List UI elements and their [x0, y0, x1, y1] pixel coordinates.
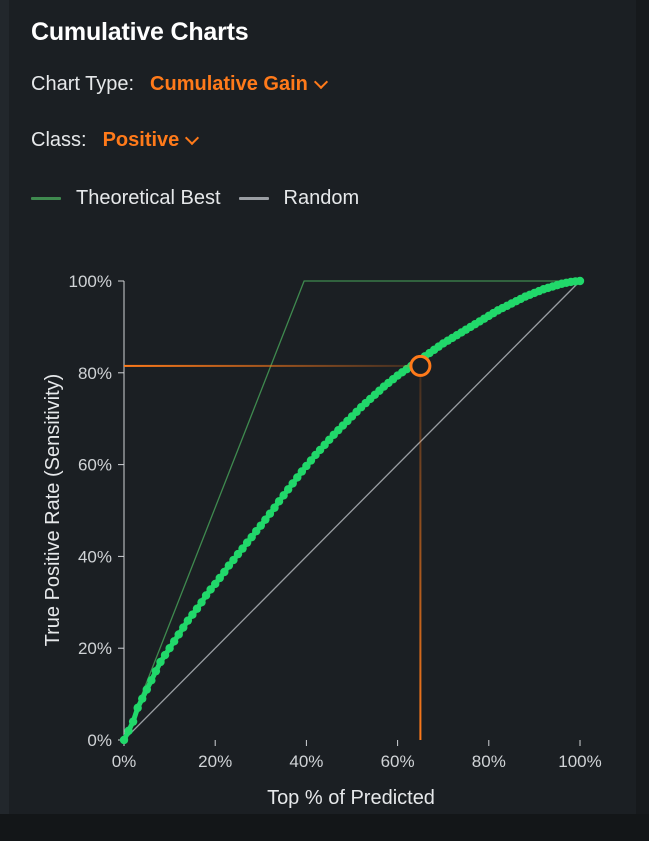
x-tick-label: 0%: [112, 752, 137, 771]
curve-point: [283, 485, 293, 494]
curve-point: [247, 532, 256, 542]
curve-point: [201, 591, 211, 600]
chart-legend: Theoretical Best Random: [31, 187, 377, 210]
curve-point: [174, 630, 183, 639]
marker-horizontal-line: [124, 364, 421, 367]
class-row: Class: Positive: [31, 129, 200, 152]
curve-point: [128, 717, 138, 726]
curve-point: [238, 544, 247, 553]
curve-point: [183, 616, 193, 625]
cumulative-charts-panel: [9, 0, 636, 814]
x-tick-label: 60%: [381, 752, 415, 771]
legend-item-random[interactable]: Random: [238, 187, 360, 210]
curve-point: [220, 567, 229, 577]
curve-point: [265, 509, 275, 518]
chart-marker[interactable]: [124, 354, 432, 740]
random-line: [123, 280, 581, 741]
theoretical-best-line: [123, 280, 580, 741]
panel-right-border: [636, 0, 649, 814]
chart-type-row: Chart Type: Cumulative Gain: [31, 73, 328, 96]
y-tick-label: 20%: [78, 639, 112, 658]
curve-point: [261, 515, 270, 524]
y-axis-label: True Positive Rate (Sensitivity): [42, 374, 64, 647]
class-label: Class:: [31, 129, 87, 151]
curve-point: [169, 637, 179, 646]
legend-label: Random: [283, 187, 360, 209]
panel-title: Cumulative Charts: [31, 18, 249, 46]
class-dropdown[interactable]: Positive: [102, 129, 200, 152]
y-tick-label: 80%: [78, 364, 112, 383]
bottom-bar: [0, 814, 649, 841]
y-tick-label: 0%: [87, 731, 112, 750]
curve-point: [133, 703, 142, 713]
x-tick-label: 20%: [198, 752, 232, 771]
curve-point: [302, 461, 311, 471]
curve-point: [288, 479, 297, 488]
curve-point: [124, 726, 133, 736]
curve-point: [211, 579, 220, 589]
curve-point: [156, 657, 165, 667]
x-axis-label: Top % of Predicted: [267, 787, 435, 809]
curve-point: [188, 610, 197, 619]
curve-point: [165, 644, 174, 653]
curve-point: [138, 694, 147, 703]
curve-point: [279, 491, 288, 500]
curve-point: [297, 467, 307, 476]
curve-point: [192, 604, 202, 613]
chart-axes: 0% 20% 40% 60% 80% 100% 0% 20% 40% 60% 80% 100%: [69, 272, 602, 771]
legend-swatch-icon: [31, 197, 61, 200]
class-value: Positive: [102, 129, 180, 151]
curve-point: [142, 685, 151, 694]
curve-point: [206, 585, 215, 594]
curve-point: [274, 497, 284, 506]
curve-point: [160, 650, 170, 660]
x-tick-label: 80%: [472, 752, 506, 771]
y-tick-label: 100%: [69, 272, 112, 291]
curve-point: [147, 676, 156, 685]
curve-point: [293, 473, 302, 482]
marker-vertical-line: [419, 365, 422, 740]
chart-type-label: Chart Type:: [31, 73, 135, 95]
curve-point: [215, 573, 224, 583]
legend-label: Theoretical Best: [76, 187, 221, 209]
legend-swatch-icon: [238, 197, 269, 200]
legend-item-theoretical-best[interactable]: Theoretical Best: [31, 187, 221, 210]
curve-point: [229, 555, 238, 565]
curve-point: [179, 623, 188, 632]
curve-point: [151, 666, 161, 676]
curve-point: [119, 735, 129, 745]
curve-point: [233, 549, 243, 559]
curve-point: [252, 526, 261, 536]
x-tick-label: 100%: [558, 752, 601, 771]
chart-series: [119, 276, 585, 745]
y-tick-label: 60%: [78, 456, 112, 475]
curve-point: [242, 538, 252, 547]
curve-point: [306, 456, 316, 465]
x-tick-label: 40%: [289, 752, 323, 771]
y-tick-label: 40%: [78, 547, 112, 566]
panel-left-border: [0, 0, 9, 814]
chart-type-dropdown[interactable]: Cumulative Gain: [150, 73, 328, 96]
curve-point: [575, 276, 585, 286]
curve-point: [256, 521, 265, 530]
marker-handle[interactable]: [409, 354, 432, 377]
curve-point: [197, 598, 206, 607]
curve-point: [270, 503, 279, 512]
curve-point: [224, 561, 234, 570]
chart-type-value: Cumulative Gain: [150, 73, 308, 95]
